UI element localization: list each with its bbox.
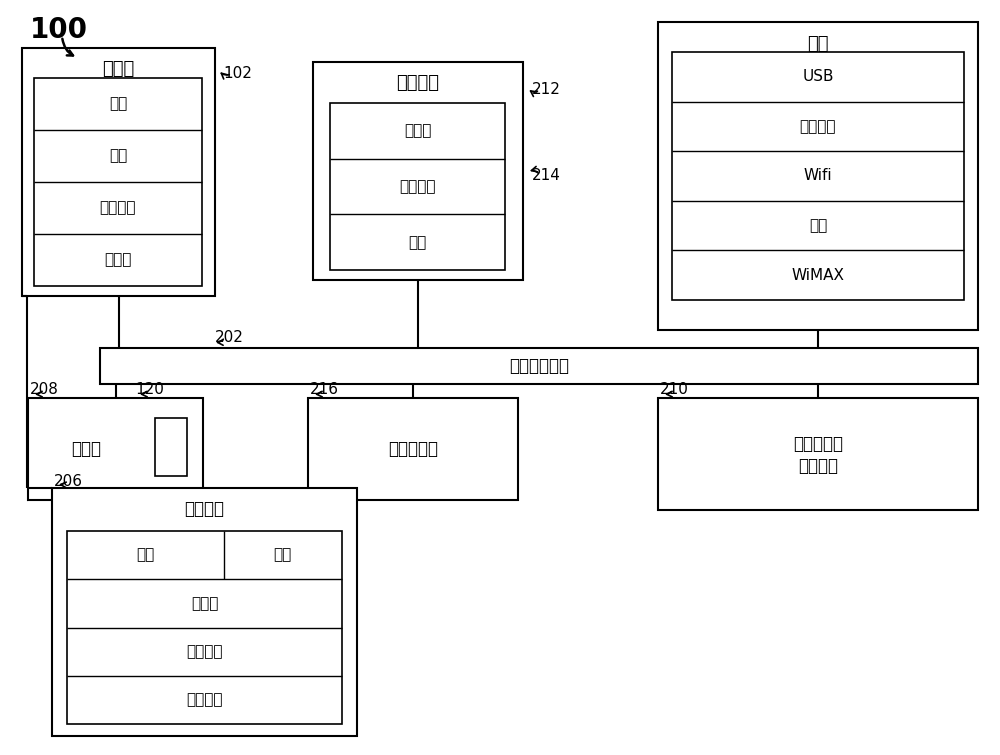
- Text: 212: 212: [532, 82, 561, 97]
- Bar: [34, 78, 202, 286]
- Bar: [155, 418, 187, 476]
- Text: 输入设备: 输入设备: [399, 179, 436, 194]
- Text: USB: USB: [802, 69, 834, 85]
- Text: 数据处理器: 数据处理器: [793, 435, 843, 453]
- Text: 声纳: 声纳: [109, 97, 127, 112]
- Text: 或控制器: 或控制器: [798, 457, 838, 475]
- Text: 蜂窝通信: 蜂窝通信: [800, 119, 836, 134]
- Text: WiMAX: WiMAX: [792, 268, 844, 282]
- Bar: [658, 398, 978, 510]
- Text: 208: 208: [30, 383, 59, 397]
- Text: 120: 120: [135, 383, 164, 397]
- Text: 102: 102: [223, 66, 252, 82]
- Text: 驱动装置: 驱动装置: [184, 500, 224, 518]
- Text: 210: 210: [660, 383, 689, 397]
- Text: 202: 202: [215, 329, 244, 344]
- Text: 显示器: 显示器: [404, 123, 431, 138]
- Text: 214: 214: [532, 168, 561, 183]
- Bar: [67, 531, 342, 724]
- Bar: [22, 48, 215, 296]
- Bar: [28, 398, 203, 500]
- Bar: [100, 348, 978, 384]
- Text: 雷达: 雷达: [109, 149, 127, 164]
- Text: 电池: 电池: [274, 547, 292, 562]
- Text: 马达: 马达: [136, 547, 154, 562]
- Text: 存储器: 存储器: [71, 440, 101, 458]
- Text: 206: 206: [54, 473, 83, 488]
- Bar: [672, 52, 964, 300]
- Text: 摄像机: 摄像机: [104, 252, 132, 267]
- Text: 216: 216: [310, 383, 339, 397]
- Bar: [52, 488, 357, 736]
- Bar: [330, 103, 505, 270]
- Text: 传感器: 传感器: [102, 60, 135, 78]
- Text: 转向系统: 转向系统: [186, 644, 223, 659]
- Bar: [313, 62, 523, 280]
- Text: 磁盘驱动器: 磁盘驱动器: [388, 440, 438, 458]
- Text: 100: 100: [30, 16, 88, 44]
- Text: 音频: 音频: [408, 235, 427, 250]
- Text: 发动机: 发动机: [191, 596, 218, 611]
- Bar: [308, 398, 518, 500]
- Text: 蓝牙: 蓝牙: [809, 218, 827, 233]
- Text: 激光雷达: 激光雷达: [100, 201, 136, 215]
- Text: 制动系统: 制动系统: [186, 692, 223, 707]
- Text: 通信: 通信: [807, 35, 829, 53]
- Text: Wifi: Wifi: [804, 168, 832, 183]
- Text: 用户界面: 用户界面: [396, 74, 440, 92]
- Bar: [658, 22, 978, 330]
- Text: 车辆数据总线: 车辆数据总线: [509, 357, 569, 375]
